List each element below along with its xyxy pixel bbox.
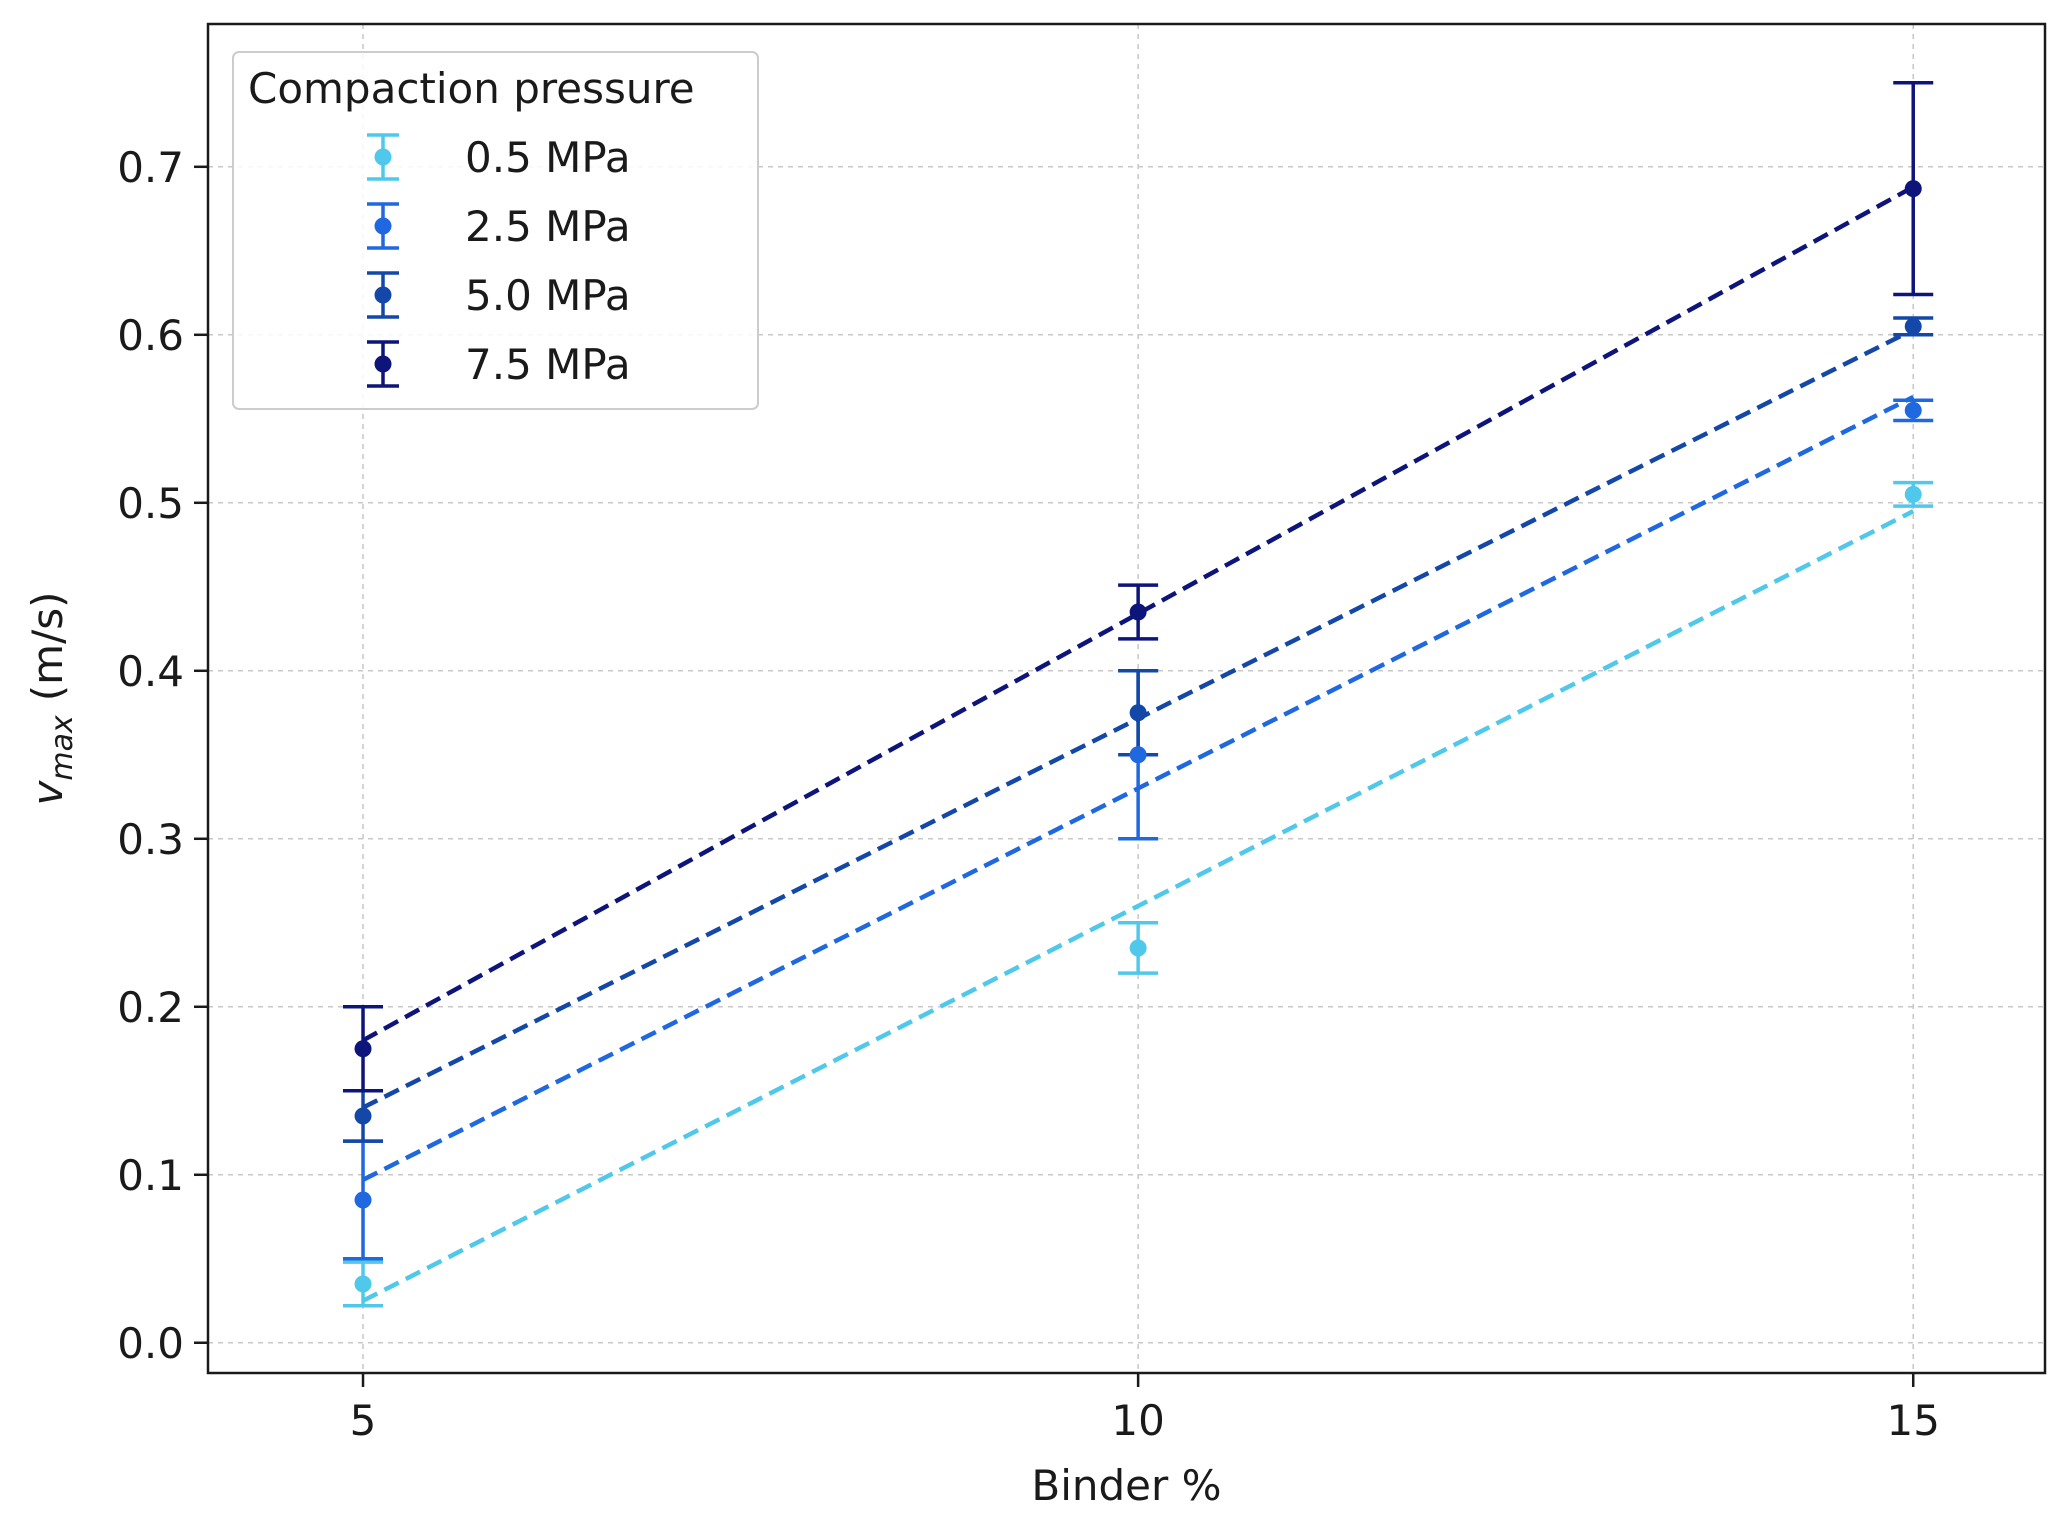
legend-marker-point <box>374 217 392 235</box>
y-axis-title: vmax (m/s) <box>23 592 80 806</box>
data-point-2-5-mpa <box>1904 401 1922 419</box>
data-point-5-0-mpa <box>354 1107 372 1125</box>
y-tick-label: 0.1 <box>117 1151 184 1200</box>
fit-line-0-5-mpa <box>361 509 1915 1303</box>
legend-label: 2.5 MPa <box>465 202 631 251</box>
data-point-7-5-mpa <box>1904 180 1922 198</box>
y-axis-title-subscript: max <box>45 715 80 781</box>
y-tick-label: 0.2 <box>117 983 184 1032</box>
data-point-5-0-mpa <box>1129 704 1147 722</box>
data-point-5-0-mpa <box>1904 317 1922 335</box>
legend-marker-point <box>374 355 392 373</box>
data-point-0-5-mpa <box>354 1275 372 1293</box>
x-tick-label: 5 <box>350 1396 377 1445</box>
legend-marker-point <box>374 286 392 304</box>
x-axis-ticks: 5 10 15 <box>350 1373 1940 1445</box>
legend-label: 7.5 MPa <box>465 340 631 389</box>
legend: Compaction pressure 0.5 MPa 2.5 MPa 5.0 MP… <box>232 51 759 410</box>
legend-marker-point <box>374 148 392 166</box>
data-point-0-5-mpa <box>1904 485 1922 503</box>
plot-frame <box>206 22 2047 1375</box>
y-tick-label: 0.4 <box>117 647 184 696</box>
data-point-7-5-mpa <box>354 1040 372 1058</box>
legend-title: Compaction pressure <box>248 64 695 113</box>
x-tick-label: 10 <box>1111 1396 1164 1445</box>
y-axis-title-unit: (m/s) <box>23 592 72 702</box>
data-point-2-5-mpa <box>354 1191 372 1209</box>
data-point-7-5-mpa <box>1129 603 1147 621</box>
y-tick-label: 0.3 <box>117 815 184 864</box>
y-tick-label: 0.0 <box>117 1319 184 1368</box>
y-axis-ticks: 0.0 0.1 0.2 0.3 0.4 0.5 0.6 0.7 <box>117 143 208 1368</box>
y-tick-label: 0.5 <box>117 479 184 528</box>
legend-label: 0.5 MPa <box>465 133 631 182</box>
legend-label: 5.0 MPa <box>465 271 631 320</box>
x-tick-label: 15 <box>1887 1396 1940 1445</box>
data-point-2-5-mpa <box>1129 746 1147 764</box>
data-point-0-5-mpa <box>1129 939 1147 957</box>
y-tick-label: 0.7 <box>117 143 184 192</box>
legend-box <box>232 51 759 410</box>
y-axis-title-symbol: v <box>23 779 72 805</box>
fit-line-7-5-mpa <box>361 184 1915 1043</box>
y-tick-label: 0.6 <box>117 311 184 360</box>
data-points <box>354 180 1922 1293</box>
legend-entries: 0.5 MPa 2.5 MPa 5.0 MPa 7.5 MPa <box>367 133 631 389</box>
x-axis-title: Binder % <box>1031 1461 1221 1510</box>
